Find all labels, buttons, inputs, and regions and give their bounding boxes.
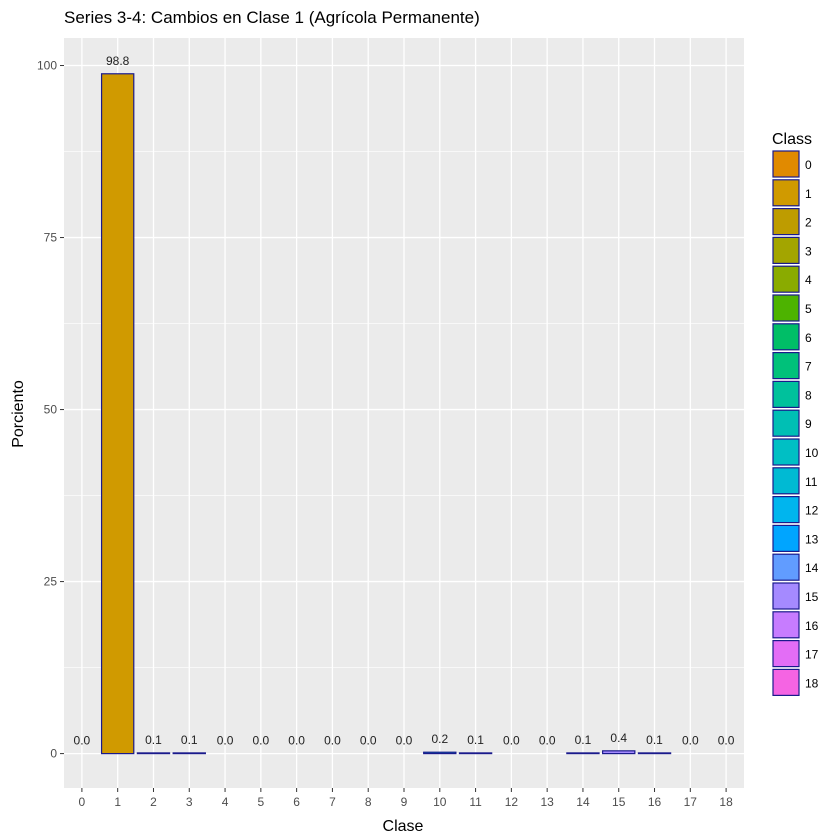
legend-key-4 [772, 265, 800, 293]
x-tick-label: 13 [540, 795, 554, 809]
legend-key-7 [772, 352, 800, 380]
legend-label: 4 [805, 273, 812, 287]
data-label: 0.0 [360, 734, 377, 748]
legend-label: 0 [805, 158, 812, 172]
data-label: 0.0 [503, 734, 520, 748]
legend-title: Class [772, 131, 812, 148]
y-tick-label: 75 [44, 231, 58, 245]
legend-key-2 [772, 208, 800, 236]
legend-key-12 [772, 496, 800, 524]
legend-label: 9 [805, 417, 812, 431]
legend-key-16 [772, 611, 800, 639]
data-label: 0.0 [288, 734, 305, 748]
legend-key-5 [772, 294, 800, 322]
legend-key-9 [772, 409, 800, 437]
data-labels: 0.0 98.8 0.1 0.1 0.0 0.0 0.0 0.0 0.0 0.0 0.2 0.1 0.0… [74, 54, 735, 748]
bar-class-3 [172, 752, 206, 755]
legend-label: 8 [805, 388, 812, 402]
data-label: 0.1 [467, 733, 484, 747]
y-tick-label: 100 [37, 59, 57, 73]
data-label: 0.0 [718, 734, 735, 748]
legend-label: 15 [805, 590, 819, 604]
x-axis-title: Clase [383, 818, 424, 835]
legend-label: 6 [805, 331, 812, 345]
legend-key-3 [772, 236, 800, 264]
legend-label: 14 [805, 561, 819, 575]
legend-key-6 [772, 323, 800, 351]
data-label: 0.1 [145, 733, 162, 747]
y-axis-title: Porciento [10, 380, 27, 448]
x-tick-label: 15 [612, 795, 626, 809]
bar-class-1 [100, 73, 135, 755]
data-label: 0.1 [575, 733, 592, 747]
legend-key-10 [772, 438, 800, 466]
legend-label: 16 [805, 619, 819, 633]
x-tick-label: 18 [719, 795, 733, 809]
legend-label: 1 [805, 187, 812, 201]
legend-key-1 [772, 179, 800, 207]
y-tick-label: 0 [50, 747, 57, 761]
data-label: 0.0 [217, 734, 234, 748]
bar-class-15 [602, 750, 636, 755]
legend-key-13 [772, 524, 800, 553]
legend-key-18 [772, 668, 800, 697]
x-tick-label: 17 [684, 795, 698, 809]
legend-label: 3 [805, 244, 812, 258]
x-tick-label: 3 [186, 795, 193, 809]
x-tick-label: 1 [114, 795, 121, 809]
x-tick-label: 7 [329, 795, 336, 809]
data-label: 0.2 [431, 732, 448, 746]
legend-key-11 [772, 467, 800, 495]
data-label: 0.0 [396, 734, 413, 748]
bars [100, 73, 672, 755]
data-label: 0.0 [324, 734, 341, 748]
data-label: 0.1 [181, 733, 198, 747]
x-tick-label: 12 [505, 795, 519, 809]
bar-class-11 [458, 752, 493, 755]
x-tick-label: 2 [150, 795, 157, 809]
data-label: 0.0 [74, 734, 91, 748]
legend-label: 2 [805, 216, 812, 230]
legend-key-14 [772, 553, 800, 581]
y-tick-label: 25 [44, 575, 58, 589]
data-label: 0.0 [539, 734, 556, 748]
legend-key-17 [772, 639, 800, 668]
x-tick-label: 4 [222, 795, 229, 809]
legend-label: 17 [805, 648, 819, 662]
x-tick-label: 11 [469, 795, 482, 809]
legend-label: 18 [805, 676, 819, 690]
legend-label: 7 [805, 360, 812, 374]
x-tick-label: 6 [293, 795, 300, 809]
legend-label: 12 [805, 504, 819, 518]
x-tick-label: 9 [401, 795, 408, 809]
x-tick-label: 8 [365, 795, 372, 809]
x-tick-label: 0 [79, 795, 86, 809]
data-label: 0.0 [682, 734, 699, 748]
legend-label: 11 [805, 475, 818, 489]
data-label: 98.8 [106, 54, 130, 68]
legend-key-8 [772, 380, 800, 408]
data-label: 0.0 [252, 734, 269, 748]
data-label: 0.4 [610, 731, 627, 745]
legend-key-15 [772, 582, 800, 610]
legend-key-0 [772, 150, 800, 178]
legend-label: 10 [805, 446, 819, 460]
legend-label: 13 [805, 532, 819, 546]
x-tick-label: 5 [257, 795, 264, 809]
y-tick-label: 50 [44, 403, 58, 417]
x-tick-label: 16 [648, 795, 662, 809]
bar-class-10 [423, 751, 457, 755]
legend-label: 5 [805, 302, 812, 316]
chart-title: Series 3-4: Cambios en Clase 1 (Agrícola… [64, 8, 480, 27]
x-tick-label: 14 [576, 795, 590, 809]
bar-class-14 [566, 752, 600, 755]
bar-class-2 [136, 752, 171, 755]
bar-class-16 [637, 752, 672, 755]
x-tick-label: 10 [433, 795, 447, 809]
data-label: 0.1 [646, 733, 663, 747]
